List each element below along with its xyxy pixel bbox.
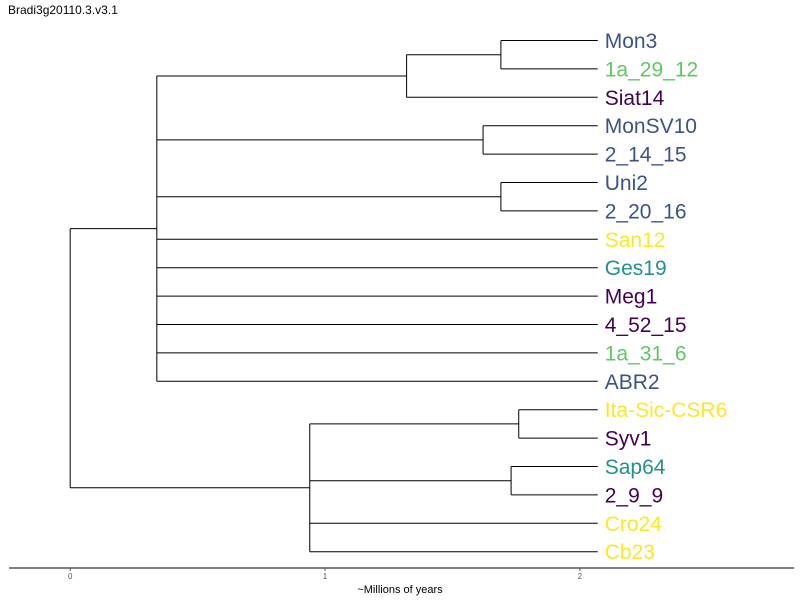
- leaf-label: 2_20_16: [605, 200, 687, 223]
- leaf-label: Ges19: [605, 257, 667, 280]
- leaf-label: Ita-Sic-CSR6: [605, 399, 728, 422]
- leaf-label: 2_14_15: [605, 144, 687, 167]
- leaf-label: Syv1: [605, 428, 652, 451]
- x-tick-label: 1: [323, 572, 328, 581]
- x-tick-label: 2: [578, 572, 583, 581]
- leaf-label: Sap64: [605, 456, 666, 479]
- leaf-label: Siat14: [605, 87, 665, 110]
- x-axis-ticks: 0 1 2: [68, 568, 583, 581]
- leaf-label: MonSV10: [605, 115, 697, 138]
- leaf-label: 1a_31_6: [605, 342, 687, 365]
- leaf-label: 1a_29_12: [605, 58, 698, 81]
- x-tick-label: 0: [68, 572, 73, 581]
- leaf-label: 4_52_15: [605, 314, 687, 337]
- leaf-label: Mon3: [605, 30, 658, 53]
- leaf-label: San12: [605, 229, 666, 252]
- leaf-labels: Mon3 1a_29_12 Siat14 MonSV10 2_14_15 Uni2 2_20…: [605, 30, 728, 564]
- tree-branches: [69, 40, 598, 553]
- leaf-label: Cb23: [605, 541, 655, 564]
- leaf-label: 2_9_9: [605, 484, 663, 507]
- chart-title: Bradi3g20110.3.v3.1: [8, 3, 118, 17]
- leaf-label: Cro24: [605, 513, 663, 536]
- leaf-label: Uni2: [605, 172, 648, 195]
- leaf-label: Meg1: [605, 286, 658, 309]
- x-axis-title: ~Millions of years: [357, 584, 443, 596]
- leaf-label: ABR2: [605, 371, 660, 394]
